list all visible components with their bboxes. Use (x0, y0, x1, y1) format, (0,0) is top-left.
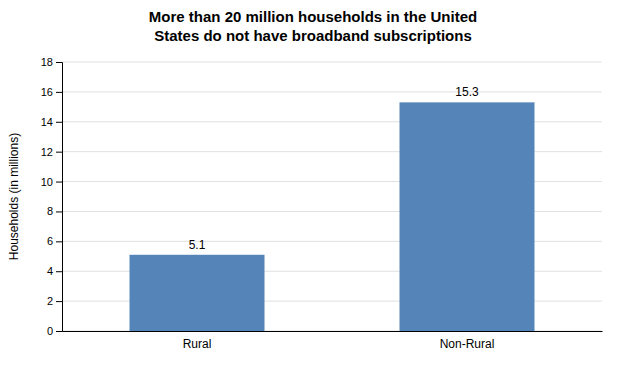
y-tick-label: 14 (41, 116, 53, 128)
x-tick-label: Non-Rural (440, 337, 495, 351)
y-tick-mark (56, 152, 62, 153)
y-tick-mark (56, 271, 62, 272)
y-tick-label: 16 (41, 86, 53, 98)
y-tick: 4 (47, 265, 62, 277)
y-tick-mark (56, 62, 62, 63)
y-tick: 14 (41, 116, 62, 128)
y-axis: 0 2 4 6 8 10 12 14 16 18 (41, 56, 63, 337)
y-tick: 10 (41, 176, 62, 188)
x-tick: Non-Rural (440, 337, 495, 351)
title: More than 20 million households in the U… (149, 8, 477, 44)
plot: 0 2 4 6 8 10 12 14 16 18 Rural Non-Rural 5.1 15.3 (41, 56, 603, 351)
y-tick: 18 (41, 56, 62, 68)
y-axis-title: Households (in millions) (7, 133, 21, 260)
grid-line (62, 62, 602, 63)
y-tick-mark (56, 92, 62, 93)
y-tick-label: 0 (47, 325, 53, 337)
y-tick-label: 2 (47, 295, 53, 307)
data-label: 5.1 (189, 238, 206, 252)
y-tick-mark (56, 331, 62, 332)
y-tick: 0 (47, 325, 62, 337)
y-tick-label: 8 (47, 205, 53, 217)
y-tick: 6 (47, 235, 62, 247)
title-line: States do not have broadband subscriptio… (154, 27, 472, 44)
data-labels: 5.1 15.3 (189, 85, 479, 251)
x-axis-line (63, 331, 603, 332)
y-tick: 2 (47, 295, 62, 307)
y-tick-label: 10 (41, 176, 53, 188)
y-tick: 12 (41, 146, 62, 158)
title-line: More than 20 million households in the U… (149, 8, 477, 25)
y-tick-mark (56, 122, 62, 123)
y-tick-label: 4 (47, 265, 53, 277)
y-tick: 8 (47, 205, 62, 217)
x-tick: Rural (183, 337, 212, 351)
x-tick-label: Rural (183, 337, 212, 351)
y-tick-mark (56, 241, 62, 242)
grid (62, 62, 602, 331)
y-tick-mark (56, 301, 62, 302)
bar (400, 102, 535, 331)
y-tick-label: 18 (41, 56, 53, 68)
y-tick-label: 12 (41, 146, 53, 158)
bar (130, 255, 265, 331)
y-tick-mark (56, 182, 62, 183)
y-axis-line (56, 63, 63, 332)
x-axis: Rural Non-Rural (63, 332, 603, 351)
y-tick-label: 6 (47, 235, 53, 247)
data-label: 15.3 (455, 85, 479, 99)
bars (130, 102, 535, 331)
grid-line (62, 91, 602, 92)
y-tick: 16 (41, 86, 62, 98)
chart: More than 20 million households in the U… (0, 0, 626, 365)
y-tick-mark (56, 211, 62, 212)
